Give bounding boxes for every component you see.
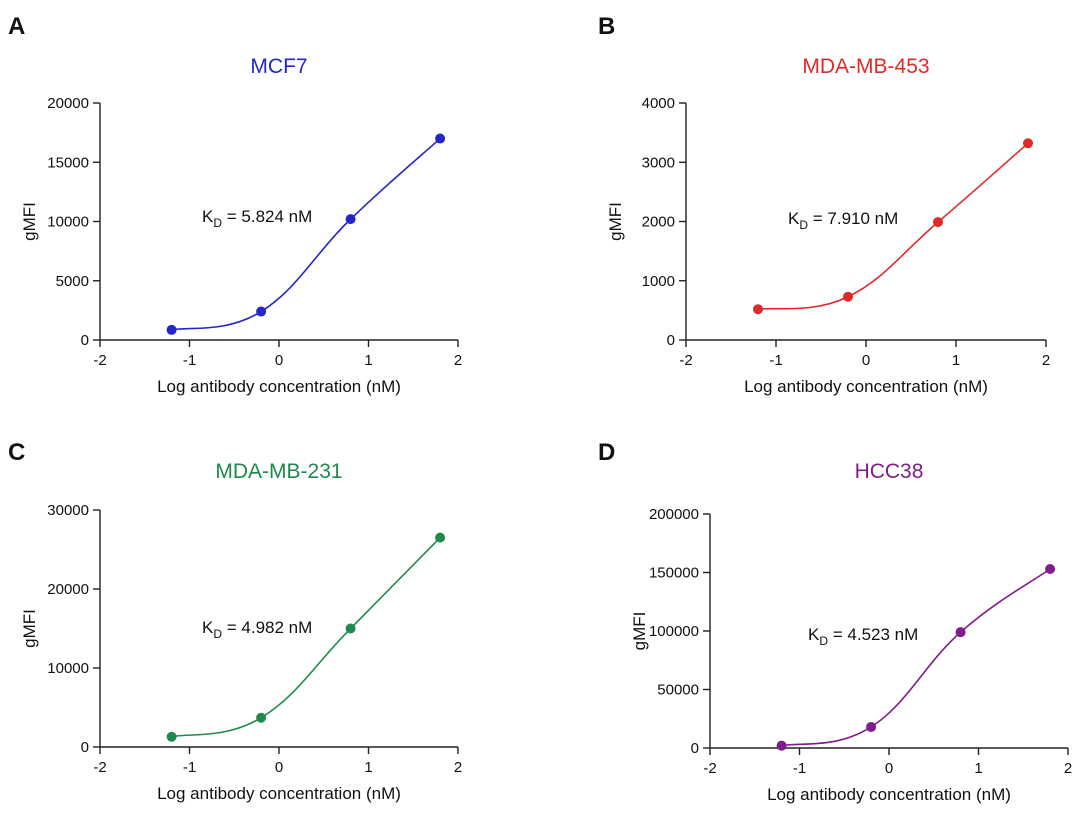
y-tick-label: 50000 <box>657 682 699 699</box>
kd-value: = 4.982 nM <box>222 618 312 637</box>
chart-title: HCC38 <box>855 460 924 483</box>
data-point <box>753 304 763 315</box>
x-tick-label: 1 <box>364 352 372 369</box>
kd-symbol: K <box>202 618 214 637</box>
data-point <box>1023 138 1033 149</box>
data-point <box>843 291 853 302</box>
panel-letter: A <box>8 13 25 40</box>
x-tick-label: -1 <box>793 760 806 777</box>
chart-title: MDA-MB-453 <box>802 55 929 78</box>
fit-curve <box>171 537 441 738</box>
panel-letter: B <box>598 13 615 40</box>
data-point <box>345 623 356 634</box>
data-point <box>166 324 177 335</box>
data-point <box>256 306 267 317</box>
panel-letter: C <box>8 439 25 466</box>
x-tick-label: 0 <box>275 759 283 776</box>
kd-symbol: K <box>808 625 820 644</box>
kd-value: = 7.910 nM <box>808 209 898 228</box>
x-tick-label: -1 <box>183 352 196 369</box>
x-tick-label: 2 <box>1064 760 1072 777</box>
x-axis-label: Log antibody concentration (nM) <box>744 377 988 396</box>
y-tick-label: 3000 <box>642 154 675 171</box>
x-tick-label: 2 <box>1042 352 1050 369</box>
panel-c: C MDA-MB-231 0 10000 20000 30000 -2 -1 0 1 2 Log an… <box>8 439 462 803</box>
fit-curve <box>171 137 441 331</box>
kd-annotation: KD = 7.910 nM <box>788 209 898 232</box>
panel-letter: D <box>598 439 615 466</box>
data-point <box>1045 563 1056 574</box>
y-tick-label: 20000 <box>47 95 89 112</box>
x-tick-label: 0 <box>862 352 870 369</box>
kd-subscript: D <box>213 216 222 230</box>
data-point <box>345 214 356 225</box>
kd-symbol: K <box>788 209 800 228</box>
kd-symbol: K <box>202 207 214 226</box>
data-point <box>955 627 966 638</box>
y-tick-label: 200000 <box>649 506 699 523</box>
chart-title: MCF7 <box>250 55 307 78</box>
x-axis-label: Log antibody concentration (nM) <box>767 785 1011 804</box>
data-point <box>866 721 877 732</box>
y-tick-label: 4000 <box>642 95 675 112</box>
x-tick-label: 1 <box>952 352 960 369</box>
x-tick-label: -2 <box>93 759 106 776</box>
x-tick-label: 2 <box>454 352 462 369</box>
y-tick-label: 0 <box>81 739 89 756</box>
y-tick-label: 15000 <box>47 154 89 171</box>
data-point <box>256 712 267 723</box>
x-tick-label: 2 <box>454 759 462 776</box>
panel-a: A MCF7 0 5000 10000 15000 20000 -2 -1 0 1 2 Log anti… <box>8 13 462 396</box>
x-axis-label: Log antibody concentration (nM) <box>157 377 401 396</box>
y-axis-label: gMFI <box>20 609 39 648</box>
kd-annotation: KD = 4.982 nM <box>202 618 312 641</box>
panel-d: D HCC38 0 50000 100000 150000 200000 -2 -1 0 1 2 Log… <box>598 439 1072 804</box>
x-tick-label: -1 <box>769 352 782 369</box>
kd-subscript: D <box>799 218 808 232</box>
y-tick-label: 1000 <box>642 273 675 290</box>
data-point <box>933 217 943 228</box>
x-tick-label: -2 <box>703 760 716 777</box>
y-axis-label: gMFI <box>20 202 39 241</box>
data-point <box>435 133 446 144</box>
y-tick-label: 100000 <box>649 623 699 640</box>
y-axis-label: gMFI <box>606 202 625 241</box>
x-tick-label: 1 <box>974 760 982 777</box>
y-tick-label: 30000 <box>47 502 89 519</box>
kd-value: = 4.523 nM <box>828 625 918 644</box>
y-tick-label: 10000 <box>47 660 89 677</box>
x-tick-label: 0 <box>275 352 283 369</box>
kd-subscript: D <box>213 627 222 641</box>
x-tick-label: -1 <box>183 759 196 776</box>
panel-b: B MDA-MB-453 0 1000 2000 3000 4000 -2 -1 0 1 2 Log a… <box>598 13 1050 396</box>
x-tick-label: 1 <box>364 759 372 776</box>
y-tick-label: 2000 <box>642 214 675 231</box>
y-tick-label: 20000 <box>47 581 89 598</box>
fit-curve <box>781 568 1051 747</box>
fit-curve <box>757 142 1029 310</box>
data-point <box>166 731 177 742</box>
y-tick-label: 10000 <box>47 214 89 231</box>
kd-value: = 5.824 nM <box>222 207 312 226</box>
y-tick-label: 0 <box>81 332 89 349</box>
kd-annotation: KD = 4.523 nM <box>808 625 918 648</box>
chart-title: MDA-MB-231 <box>215 460 342 483</box>
x-tick-label: -2 <box>679 352 692 369</box>
data-point <box>776 740 787 751</box>
x-axis-label: Log antibody concentration (nM) <box>157 784 401 803</box>
y-tick-label: 5000 <box>56 273 89 290</box>
x-tick-label: -2 <box>93 352 106 369</box>
data-point <box>435 532 446 543</box>
kd-annotation: KD = 5.824 nM <box>202 207 312 230</box>
y-tick-label: 150000 <box>649 565 699 582</box>
y-axis-label: gMFI <box>630 612 649 651</box>
kd-subscript: D <box>819 634 828 648</box>
x-tick-label: 0 <box>885 760 893 777</box>
y-tick-label: 0 <box>667 332 675 349</box>
y-tick-label: 0 <box>691 740 699 757</box>
